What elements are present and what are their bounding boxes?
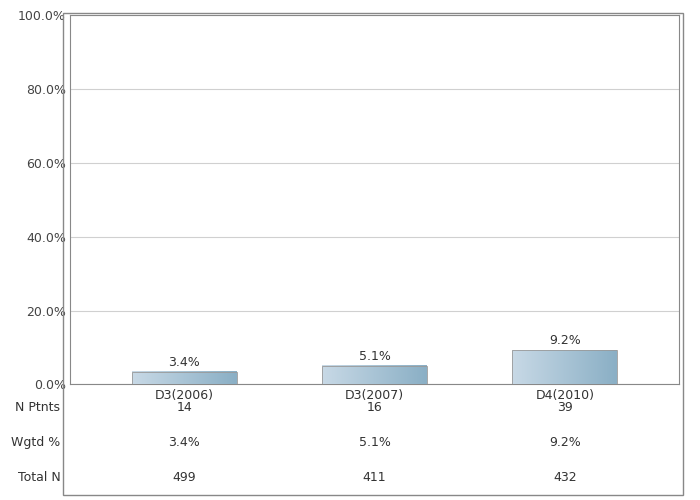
Text: 39: 39 [557, 401, 573, 414]
Text: 16: 16 [367, 401, 382, 414]
Text: 411: 411 [363, 471, 386, 484]
Text: 9.2%: 9.2% [549, 436, 581, 449]
Text: 5.1%: 5.1% [358, 350, 391, 362]
Text: Wgtd %: Wgtd % [11, 436, 60, 449]
Bar [63, 12, 682, 495]
Text: 5.1%: 5.1% [358, 436, 391, 449]
Bar [512, 350, 617, 384]
Text: 499: 499 [172, 471, 196, 484]
Text: 3.4%: 3.4% [168, 436, 200, 449]
Text: 432: 432 [553, 471, 577, 484]
Text: 14: 14 [176, 401, 192, 414]
Text: 3.4%: 3.4% [168, 356, 200, 369]
Text: N Ptnts: N Ptnts [15, 401, 60, 414]
Bar [322, 366, 427, 384]
Text: 9.2%: 9.2% [549, 334, 581, 347]
Text: Total N: Total N [18, 471, 60, 484]
Bar [132, 372, 237, 384]
